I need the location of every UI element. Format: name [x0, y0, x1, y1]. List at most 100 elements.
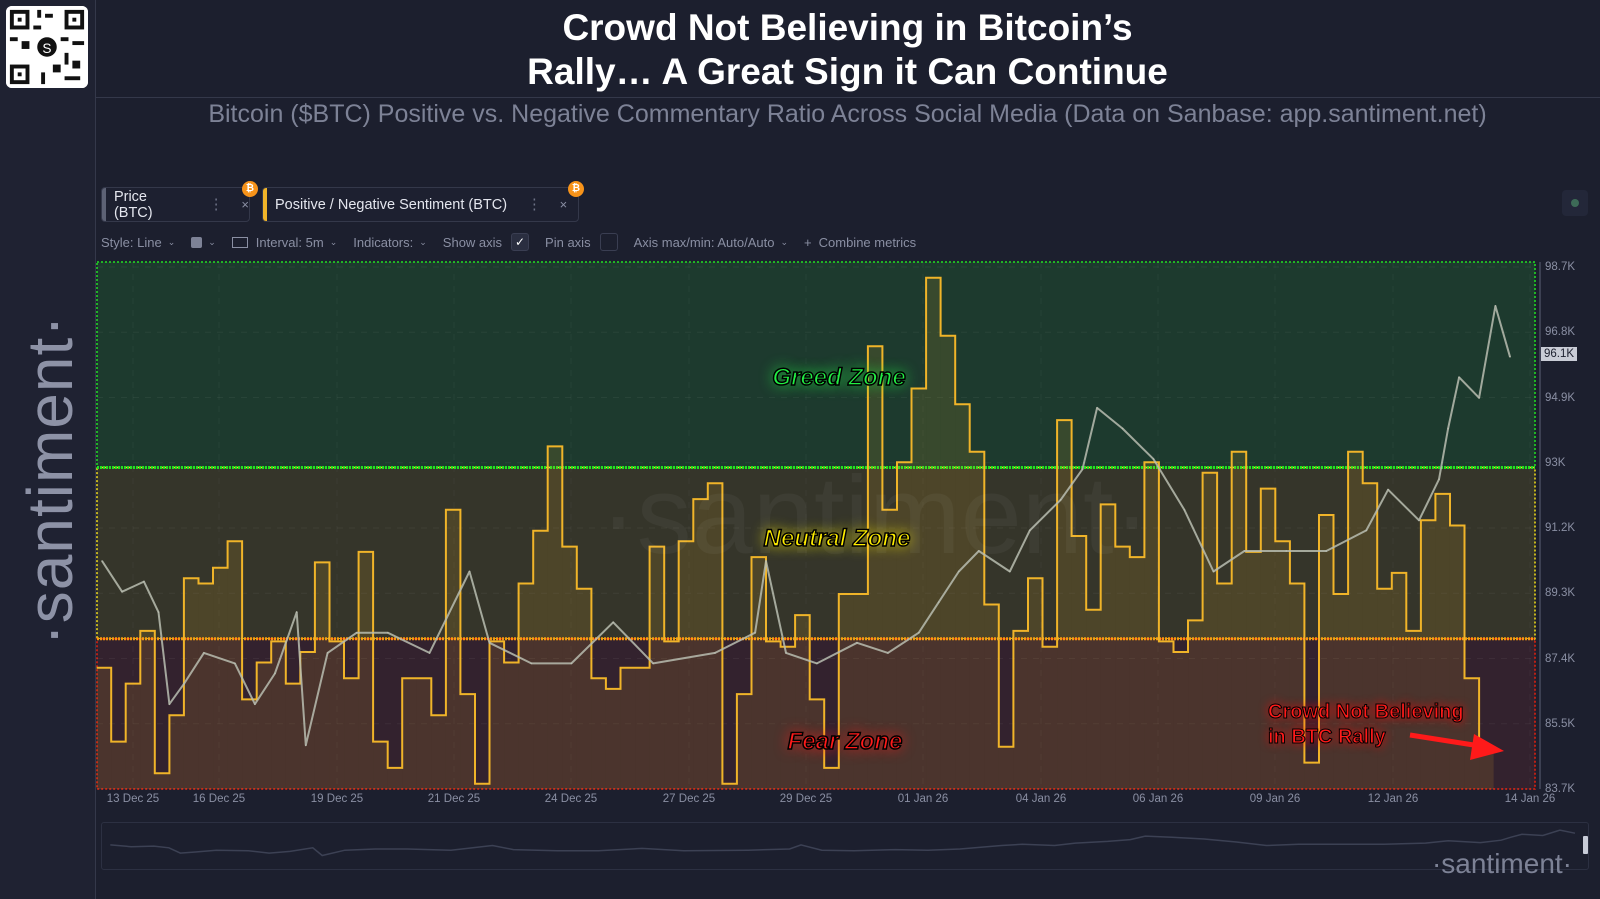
current-price-badge: 96.1K	[1541, 347, 1578, 361]
chart-options-button[interactable]	[1562, 190, 1588, 216]
sentiment-bar	[1391, 572, 1407, 789]
x-tick-label: 24 Dec 25	[544, 793, 598, 805]
y-tick-label: 96.8K	[1545, 326, 1576, 339]
price-point	[428, 652, 431, 654]
price-point	[1494, 305, 1497, 307]
price-point	[355, 631, 358, 634]
y-tick-label: 94.9K	[1545, 391, 1576, 404]
greed-zone-label: Greed Zone	[772, 363, 907, 392]
metric-tab-label: Positive / Negative Sentiment (BTC)	[275, 196, 508, 213]
sentiment-bar	[489, 641, 505, 789]
sentiment-bar	[1246, 551, 1261, 789]
sentiment-bar	[344, 678, 359, 789]
x-tick-label: 14 Jan 26	[1504, 793, 1556, 805]
annotation-note: Crowd Not Believing in BTC Rally	[1268, 700, 1465, 750]
bitcoin-icon: ₿	[568, 181, 584, 197]
chevron-down-icon: ⌄	[780, 236, 789, 247]
sentiment-bar	[1188, 620, 1203, 789]
sentiment-bar	[649, 546, 665, 789]
price-point	[1418, 519, 1420, 522]
x-tick-label: 27 Dec 25	[662, 793, 716, 805]
color-dropdown[interactable]: ⌄	[191, 236, 216, 248]
sentiment-bar	[1217, 583, 1232, 789]
indicators-dropdown[interactable]: Indicators: ⌄	[353, 235, 427, 250]
sentiment-bar	[780, 646, 796, 789]
combine-metrics-button[interactable]: + Combine metrics	[804, 235, 916, 250]
x-tick-label: 16 Dec 25	[192, 793, 246, 805]
sentiment-bar	[373, 741, 388, 789]
metric-tab-price[interactable]: Price (BTC) ⋮ ×	[101, 187, 250, 222]
sentiment-bar	[722, 783, 737, 789]
indicators-label: Indicators:	[353, 234, 414, 250]
x-tick-label: 04 Jan 26	[1015, 793, 1067, 805]
page-subtitle: Bitcoin ($BTC) Positive vs. Negative Com…	[208, 100, 1487, 128]
x-tick-label: 06 Jan 26	[1132, 793, 1184, 805]
price-point	[652, 662, 655, 665]
footer-logo: ·santiment·	[1431, 848, 1572, 879]
price-point	[326, 652, 329, 654]
x-tick-label: 09 Jan 26	[1249, 793, 1301, 805]
metric-color-bar	[102, 188, 106, 221]
sentiment-bar	[620, 667, 636, 789]
show-axis-label: Show axis	[442, 234, 503, 250]
sentiment-bar	[431, 715, 446, 789]
price-point	[168, 703, 171, 705]
y-tick-label: 98.7K	[1545, 261, 1576, 273]
price-point	[938, 601, 940, 603]
price-point	[1121, 427, 1124, 430]
metric-tab-sentiment[interactable]: Positive / Negative Sentiment (BTC) ⋮ ×	[262, 187, 579, 222]
chevron-down-icon: ⌄	[167, 236, 176, 247]
axis-maxmin-dropdown[interactable]: Axis max/min: Auto/Auto ⌄	[634, 235, 788, 250]
sentiment-bar	[227, 541, 243, 789]
sentiment-bar	[1275, 541, 1290, 789]
chevron-down-icon: ⌄	[419, 236, 427, 247]
close-icon[interactable]: ×	[241, 197, 249, 212]
interval-dropdown[interactable]: Interval: 5m ⌄	[231, 234, 337, 250]
x-tick-label: 13 Dec 25	[106, 793, 160, 805]
price-point	[101, 560, 103, 562]
sentiment-bar	[591, 678, 606, 789]
sentiment-bar	[140, 630, 155, 789]
more-options-icon[interactable]: ⋮	[208, 196, 224, 213]
sentiment-bar	[314, 562, 330, 789]
more-options-icon[interactable]: ⋮	[527, 196, 542, 213]
timeline-navigator[interactable]	[101, 822, 1589, 870]
sentiment-bar	[1115, 546, 1130, 789]
pin-axis-label: Pin axis	[545, 234, 591, 250]
sentiment-bar	[111, 741, 126, 789]
sentiment-bar	[1464, 678, 1480, 789]
interval-label: Interval: 5m	[255, 234, 324, 250]
sentiment-bar	[154, 773, 170, 789]
price-point	[570, 662, 573, 665]
price-point	[121, 590, 123, 593]
sidebar-logo: ·santiment·	[14, 314, 86, 646]
y-tick-label: 87.4K	[1545, 652, 1576, 665]
sentiment-bar	[504, 662, 519, 789]
price-point	[816, 662, 818, 665]
show-axis-checkbox[interactable]: ✓	[511, 233, 530, 251]
show-axis-toggle[interactable]: Show axis ✓	[442, 233, 530, 251]
sentiment-bar	[358, 551, 374, 789]
status-dot-icon	[1571, 199, 1579, 207]
price-point	[754, 631, 756, 634]
price-point	[386, 631, 389, 634]
pin-axis-toggle[interactable]: Pin axis	[545, 233, 618, 251]
page-title: Crowd Not Believing in Bitcoin’s Rally… …	[95, 6, 1600, 94]
navigator-handle[interactable]	[1583, 836, 1588, 854]
sentiment-bar	[1304, 762, 1319, 789]
price-point	[1387, 488, 1389, 491]
close-icon[interactable]: ×	[559, 197, 568, 212]
style-dropdown[interactable]: Style: Line ⌄	[101, 235, 175, 250]
sentiment-bar	[198, 583, 214, 789]
price-point	[1447, 427, 1449, 430]
y-tick-label: 83.7K	[1545, 783, 1576, 795]
fear-zone-label: Fear Zone	[787, 727, 903, 756]
price-point	[1478, 397, 1480, 399]
sentiment-bar	[1231, 451, 1247, 789]
watermark: ·santiment·	[600, 452, 1150, 579]
sentiment-bar	[387, 767, 403, 789]
sentiment-bar	[242, 699, 257, 789]
pin-axis-checkbox[interactable]	[599, 233, 618, 251]
